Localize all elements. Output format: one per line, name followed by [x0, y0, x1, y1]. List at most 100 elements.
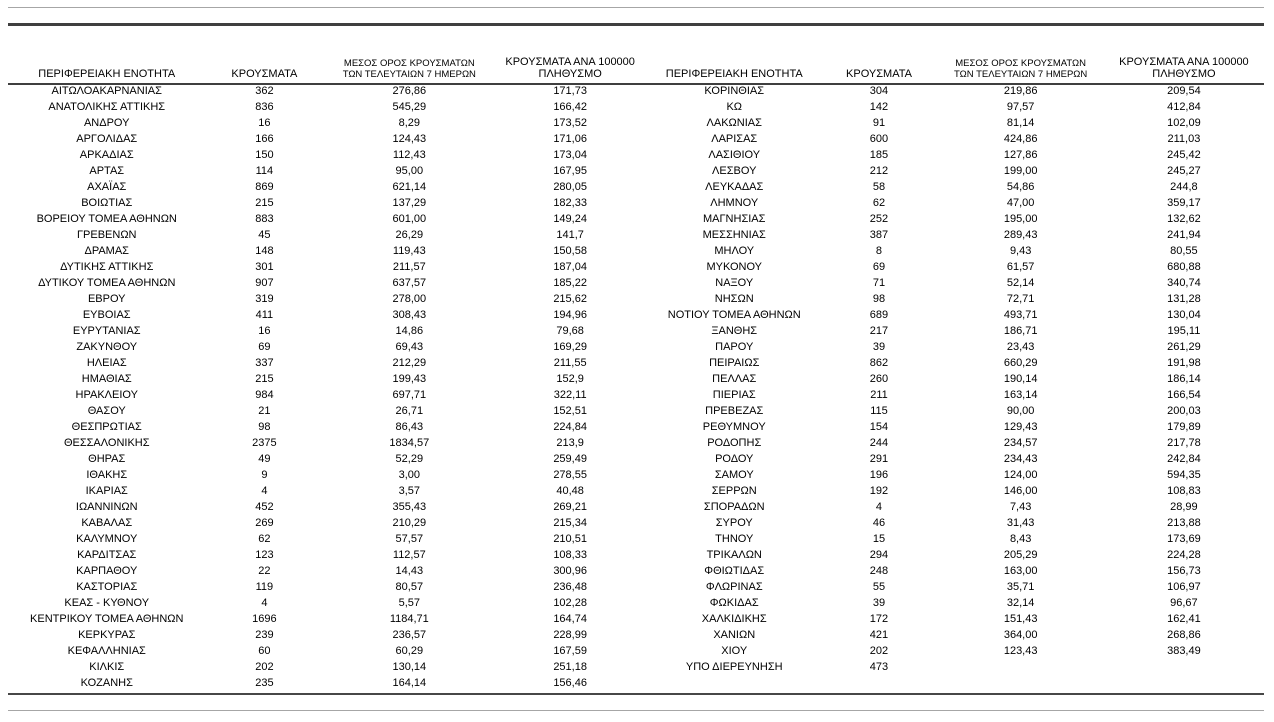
table-row: ΜΗΛΟΥ 8 9,43 80,55 [648, 243, 1264, 259]
avg7-cell: 129,43 [1003, 421, 1038, 433]
table-row: ΤΗΝΟΥ 15 8,43 173,69 [648, 531, 1264, 547]
cases-cell: 689 [869, 309, 889, 321]
column-header-per100k-line2: ΠΛΗΘΥΣΜΟ [538, 68, 602, 80]
table-row: ΡΕΘΥΜΝΟΥ 154 129,43 179,89 [648, 419, 1264, 435]
table-row: ΔΡΑΜΑΣ 148 119,43 150,58 [8, 243, 645, 259]
cases-cell: 150 [255, 149, 274, 161]
region-cell: ΠΑΡΟΥ [715, 341, 754, 353]
avg7-cell: 234,43 [1003, 453, 1038, 465]
table-row: ΚΟΡΙΝΘΙΑΣ 304 219,86 209,54 [648, 83, 1264, 99]
avg7-cell: 52,29 [395, 453, 424, 465]
per100k-cell: 412,84 [1167, 101, 1201, 113]
table-row: ΚΕΝΤΡΙΚΟΥ ΤΟΜΕΑ ΑΘΗΝΩΝ 1696 1184,71 164,74 [8, 611, 645, 627]
cases-cell: 421 [869, 629, 889, 641]
table-row: ΡΟΔΟΠΗΣ 244 234,57 217,78 [648, 435, 1264, 451]
cases-cell: 119 [255, 581, 274, 593]
avg7-cell: 130,14 [392, 661, 427, 673]
region-cell: ΡΟΔΟΥ [715, 453, 754, 465]
cases-cell: 1696 [252, 613, 277, 625]
cases-cell: 98 [872, 293, 886, 305]
table-row: ΠΙΕΡΙΑΣ 211 163,14 166,54 [648, 387, 1264, 403]
region-cell: ΕΒΡΟΥ [87, 293, 126, 305]
region-cell: ΣΠΟΡΑΔΩΝ [703, 501, 765, 513]
avg7-cell: 31,43 [1006, 517, 1035, 529]
avg7-cell: 137,29 [392, 197, 427, 209]
per100k-cell: 217,78 [1167, 437, 1201, 449]
per100k-cell: 200,03 [1167, 405, 1201, 417]
region-cell: ΡΕΘΥΜΝΟΥ [702, 421, 766, 433]
avg7-cell: 23,43 [1006, 341, 1035, 353]
cases-cell: 883 [255, 213, 274, 225]
region-cell: ΣΑΜΟΥ [714, 469, 754, 481]
region-cell: ΛΕΣΒΟΥ [712, 165, 757, 177]
region-cell: ΚΕΦΑΛΛΗΝΙΑΣ [67, 645, 146, 657]
region-cell: ΗΛΕΙΑΣ [86, 357, 127, 369]
avg7-cell: 119,43 [392, 245, 426, 257]
per100k-cell: 241,94 [1167, 229, 1201, 241]
per100k-cell: 156,73 [1167, 565, 1201, 577]
avg7-cell: 163,00 [1003, 565, 1038, 577]
per100k-cell: 251,18 [553, 661, 587, 673]
cases-cell: 252 [869, 213, 889, 225]
region-cell: ΗΜΑΘΙΑΣ [81, 373, 132, 385]
per100k-cell: 164,74 [553, 613, 587, 625]
cases-cell: 91 [872, 117, 886, 129]
cases-cell: 862 [869, 357, 889, 369]
table-row: ΘΗΡΑΣ 49 52,29 259,49 [8, 451, 645, 467]
avg7-cell: 424,86 [1003, 133, 1038, 145]
avg7-cell: 3,57 [398, 485, 421, 497]
table-row: ΑΝΑΤΟΛΙΚΗΣ ΑΤΤΙΚΗΣ 836 545,29 166,42 [8, 99, 645, 115]
cases-cell: 123 [255, 549, 274, 561]
table-row: ΚΕΦΑΛΛΗΝΙΑΣ 60 60,29 167,59 [8, 643, 645, 659]
cases-cell: 291 [869, 453, 889, 465]
bottom-thin-divider [8, 710, 1264, 711]
region-cell: ΣΥΡΟΥ [715, 517, 753, 529]
per100k-cell: 209,54 [1167, 85, 1201, 97]
avg7-cell: 199,43 [392, 373, 427, 385]
avg7-cell: 124,00 [1003, 469, 1038, 481]
avg7-cell: 276,86 [392, 85, 427, 97]
table-row: ΔΥΤΙΚΗΣ ΑΤΤΙΚΗΣ 301 211,57 187,04 [8, 259, 645, 275]
per100k-cell: 141,7 [556, 229, 584, 241]
table-row: ΗΡΑΚΛΕΙΟΥ 984 697,71 322,11 [8, 387, 645, 403]
cases-cell: 69 [872, 261, 886, 273]
region-cell: ΑΡΚΑΔΙΑΣ [79, 149, 134, 161]
cases-cell: 269 [255, 517, 274, 529]
table-row: ΙΩΑΝΝΙΝΩΝ 452 355,43 269,21 [8, 499, 645, 515]
cases-cell: 907 [255, 277, 274, 289]
avg7-cell: 210,29 [392, 517, 427, 529]
per100k-cell: 195,11 [1167, 325, 1201, 337]
table-row: ΚΙΛΚΙΣ 202 130,14 251,18 [8, 659, 645, 675]
table-row: ΛΕΣΒΟΥ 212 199,00 245,27 [648, 163, 1264, 179]
cases-cell: 452 [255, 501, 274, 513]
cases-cell: 235 [255, 677, 274, 689]
left-table-body: ΑΙΤΩΛΟΑΚΑΡΝΑΝΙΑΣ 362 276,86 171,73 ΑΝΑΤΟΛΙΚΗ… [8, 83, 645, 691]
cases-cell: 4 [875, 501, 883, 513]
per100k-cell: 96,67 [1170, 597, 1198, 609]
per100k-cell: 194,96 [553, 309, 587, 321]
column-header-per100k-line1: ΚΡΟΥΣΜΑΤΑ ΑΝΑ 100000 [505, 56, 635, 68]
column-header-per100k: ΚΡΟΥΣΜΑΤΑ ΑΝΑ 100000 ΠΛΗΘΥΣΜΟ [495, 47, 645, 83]
per100k-cell: 213,9 [556, 437, 584, 449]
cases-cell: 294 [869, 549, 889, 561]
region-cell: ΛΕΥΚΑΔΑΣ [705, 181, 764, 193]
table-row: ΧΑΛΚΙΔΙΚΗΣ 172 151,43 162,41 [648, 611, 1264, 627]
per100k-cell: 213,88 [1167, 517, 1201, 529]
avg7-cell: 9,43 [1009, 245, 1032, 257]
avg7-cell: 205,29 [1003, 549, 1038, 561]
region-cell: ΛΑΚΩΝΙΑΣ [706, 117, 762, 129]
table-row: ΛΑΣΙΘΙΟΥ 185 127,86 245,42 [648, 147, 1264, 163]
region-cell: ΑΡΤΑΣ [89, 165, 125, 177]
per100k-cell: 340,74 [1167, 277, 1201, 289]
per100k-cell: 187,04 [553, 261, 587, 273]
per100k-cell: 185,22 [553, 277, 587, 289]
region-cell: ΔΥΤΙΚΟΥ ΤΟΜΕΑ ΑΘΗΝΩΝ [38, 277, 176, 289]
avg7-cell: 163,14 [1003, 389, 1038, 401]
region-cell: ΧΙΟΥ [721, 645, 748, 657]
per100k-cell: 108,83 [1167, 485, 1201, 497]
per100k-cell: 322,11 [553, 389, 587, 401]
per100k-cell: 167,59 [553, 645, 587, 657]
avg7-cell: 112,43 [392, 149, 426, 161]
region-cell: ΛΑΣΙΘΙΟΥ [708, 149, 761, 161]
table-row: ΕΒΡΟΥ 319 278,00 215,62 [8, 291, 645, 307]
